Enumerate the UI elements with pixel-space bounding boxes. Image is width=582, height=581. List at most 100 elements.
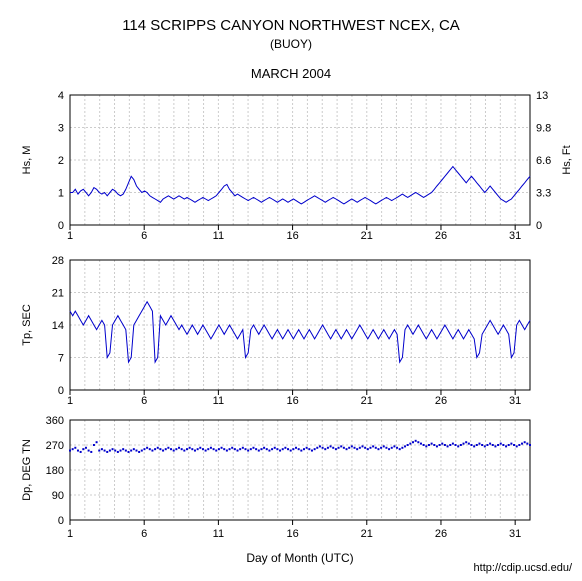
data-point (388, 448, 390, 450)
data-point (229, 448, 231, 450)
data-point (125, 450, 127, 452)
ytick-label: 21 (52, 288, 64, 300)
data-point (455, 444, 457, 446)
data-point (308, 448, 310, 450)
data-point (465, 441, 467, 443)
data-point (72, 448, 74, 450)
xtick-label: 16 (286, 395, 298, 407)
data-point (218, 448, 220, 450)
data-point (468, 443, 470, 445)
data-point (162, 450, 164, 452)
data-point (340, 445, 342, 447)
xtick-label: 6 (141, 395, 147, 407)
data-point (252, 447, 254, 449)
data-point (90, 451, 92, 453)
data-point (96, 441, 98, 443)
data-point (133, 448, 135, 450)
data-point (159, 448, 161, 450)
data-point (127, 451, 129, 453)
data-point (205, 450, 207, 452)
data-point (383, 445, 385, 447)
data-point (74, 447, 76, 449)
ytick-label: 2 (58, 155, 64, 167)
data-point (141, 450, 143, 452)
data-point (380, 447, 382, 449)
data-point (189, 447, 191, 449)
data-point (484, 445, 486, 447)
data-point (306, 447, 308, 449)
data-point (202, 448, 204, 450)
data-point (478, 443, 480, 445)
xtick-label: 1 (67, 528, 73, 540)
data-point (436, 445, 438, 447)
data-point (271, 448, 273, 450)
data-point (348, 447, 350, 449)
data-point (356, 448, 358, 450)
data-point (513, 444, 515, 446)
data-point (452, 443, 454, 445)
data-point (396, 447, 398, 449)
data-point (186, 448, 188, 450)
xtick-label: 21 (361, 230, 373, 242)
xtick-label: 26 (435, 395, 447, 407)
data-point (327, 447, 329, 449)
title-period: MARCH 2004 (251, 66, 331, 81)
data-point (332, 447, 334, 449)
data-point (157, 447, 159, 449)
data-point (322, 447, 324, 449)
data-point (524, 441, 526, 443)
ylabel-right: Hs, Ft (561, 145, 573, 174)
data-point (481, 444, 483, 446)
data-point (431, 443, 433, 445)
data-point (463, 443, 465, 445)
data-point (170, 448, 172, 450)
data-point (516, 445, 518, 447)
data-point (372, 445, 374, 447)
xtick-label: 31 (509, 395, 521, 407)
data-point (425, 445, 427, 447)
data-point (369, 447, 371, 449)
data-point (279, 450, 281, 452)
data-point (260, 448, 262, 450)
data-point (351, 445, 353, 447)
data-point (247, 450, 249, 452)
data-point (449, 444, 451, 446)
data-point (457, 445, 459, 447)
data-point (385, 447, 387, 449)
xtick-label: 21 (361, 528, 373, 540)
data-point (439, 444, 441, 446)
ylabel-left: Dp, DEG TN (21, 439, 33, 501)
data-point (338, 447, 340, 449)
data-point (183, 450, 185, 452)
data-point (500, 443, 502, 445)
data-point (311, 450, 313, 452)
ytick-label: 4 (58, 90, 64, 102)
data-point (518, 444, 520, 446)
data-point (199, 447, 201, 449)
ytick-label: 28 (52, 255, 64, 267)
data-point (175, 448, 177, 450)
xtick-label: 1 (67, 230, 73, 242)
data-point (497, 444, 499, 446)
data-point (391, 447, 393, 449)
data-point (330, 445, 332, 447)
data-point (207, 448, 209, 450)
data-point (447, 445, 449, 447)
data-point (226, 450, 228, 452)
data-point (441, 443, 443, 445)
data-point (242, 447, 244, 449)
data-point (521, 443, 523, 445)
data-point (433, 444, 435, 446)
data-point (213, 448, 215, 450)
data-point (314, 448, 316, 450)
data-point (165, 448, 167, 450)
ytick-label: 1 (58, 188, 64, 200)
data-point (319, 445, 321, 447)
data-point (287, 448, 289, 450)
data-point (346, 448, 348, 450)
data-point (292, 448, 294, 450)
data-point (489, 443, 491, 445)
data-point (178, 447, 180, 449)
data-point (295, 447, 297, 449)
data-point (266, 448, 268, 450)
